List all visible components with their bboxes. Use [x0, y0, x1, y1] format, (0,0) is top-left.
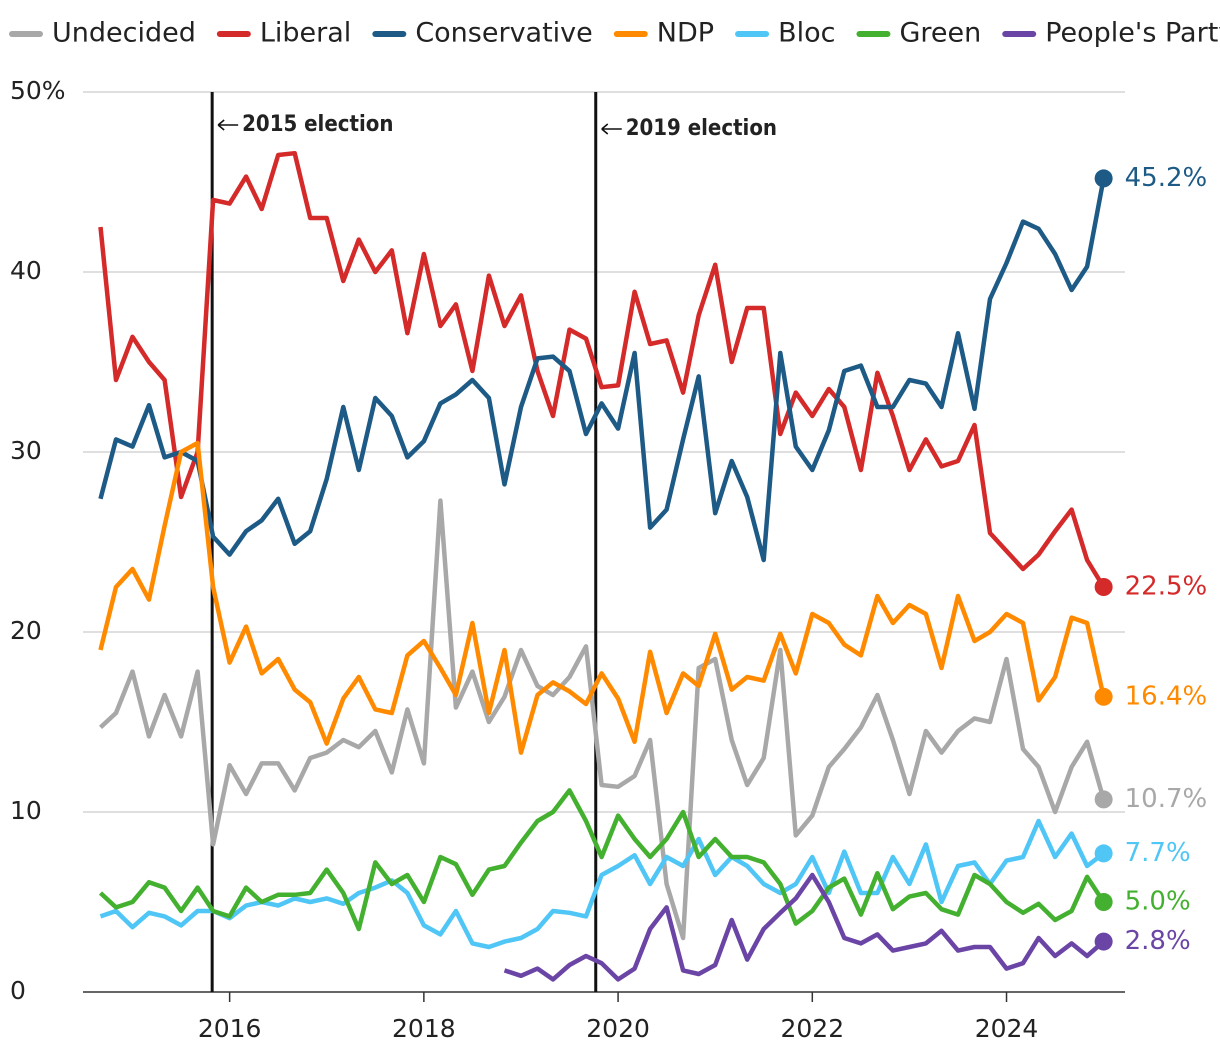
end-dot — [1094, 844, 1113, 863]
end-dot — [1094, 790, 1113, 809]
end-label: 16.4% — [1125, 681, 1208, 711]
y-tick-label: 30 — [10, 436, 42, 465]
legend-label: Green — [899, 18, 981, 49]
legend-label: People's Party — [1045, 18, 1220, 49]
series-line — [98, 177, 1106, 563]
legend-label: Liberal — [260, 18, 351, 49]
arrow — [217, 119, 239, 131]
end-dot — [1094, 932, 1113, 951]
legend-label: Bloc — [778, 18, 835, 49]
legend-label: Conservative — [415, 18, 592, 49]
y-tick-label: 20 — [10, 616, 42, 645]
series-line — [98, 150, 1106, 589]
series-line — [99, 818, 1105, 950]
y-tick-label: 40 — [10, 256, 42, 285]
end-label: 7.7% — [1125, 838, 1191, 868]
y-tick-label: 0 — [10, 976, 26, 1005]
end-label: 45.2% — [1125, 163, 1208, 193]
end-dot — [1094, 687, 1113, 706]
x-tick-label: 2020 — [586, 1014, 650, 1043]
end-dot — [1094, 893, 1113, 911]
end-label: 10.7% — [1125, 784, 1208, 814]
x-tick-label: 2016 — [198, 1014, 262, 1043]
series-line — [98, 498, 1106, 941]
y-tick-label: 10 — [10, 796, 42, 825]
end-dot — [1094, 169, 1113, 188]
x-tick-label: 2024 — [975, 1014, 1039, 1043]
end-label: 2.8% — [1125, 926, 1191, 956]
end-dot — [1094, 578, 1113, 596]
arrow — [601, 123, 622, 135]
annotation: 2019 election — [626, 116, 777, 141]
y-tick-label: 50% — [10, 76, 66, 105]
series-line — [503, 872, 1106, 982]
series-line — [98, 440, 1106, 755]
legend-label: Undecided — [52, 18, 196, 49]
end-label: 22.5% — [1125, 572, 1208, 602]
x-tick-label: 2022 — [780, 1014, 844, 1043]
annotation: 2015 election — [242, 112, 393, 137]
x-tick-label: 2018 — [392, 1014, 456, 1043]
end-label: 5.0% — [1125, 887, 1191, 917]
series-line — [98, 788, 1106, 932]
legend-label: NDP — [657, 18, 714, 49]
